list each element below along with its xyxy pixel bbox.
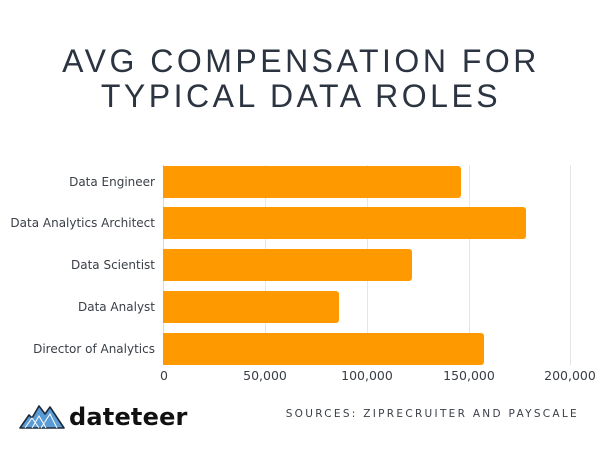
title-line-2: TYPICAL DATA ROLES <box>100 78 502 114</box>
bar <box>163 249 412 281</box>
category-label: Data Scientist <box>71 258 155 272</box>
dataeer-logo: dateteer <box>19 402 188 432</box>
bar <box>163 291 339 323</box>
x-tick-100000: 100,000 <box>341 368 393 383</box>
x-tick-150000: 150,000 <box>443 368 495 383</box>
bar <box>163 207 526 239</box>
category-label: Data Analytics Architect <box>10 216 155 230</box>
bar <box>163 166 461 198</box>
category-label: Data Engineer <box>69 175 155 189</box>
gridline-150000 <box>469 165 470 365</box>
chart-title: AVG COMPENSATION FOR TYPICAL DATA ROLES <box>0 44 602 114</box>
gridline-200000 <box>570 165 571 365</box>
x-tick-50000: 50,000 <box>243 368 287 383</box>
category-label: Data Analyst <box>77 300 155 314</box>
category-label: Director of Analytics <box>33 342 155 356</box>
x-tick-0: 0 <box>160 368 168 383</box>
x-tick-200000: 200,000 <box>544 368 596 383</box>
logo-text: dateteer <box>69 403 188 431</box>
bar <box>163 333 484 365</box>
title-line-1: AVG COMPENSATION FOR <box>62 43 540 79</box>
sources-note: SOURCES: ZIPRECRUITER AND PAYSCALE <box>285 408 579 420</box>
mountain-logo-icon <box>19 401 65 433</box>
